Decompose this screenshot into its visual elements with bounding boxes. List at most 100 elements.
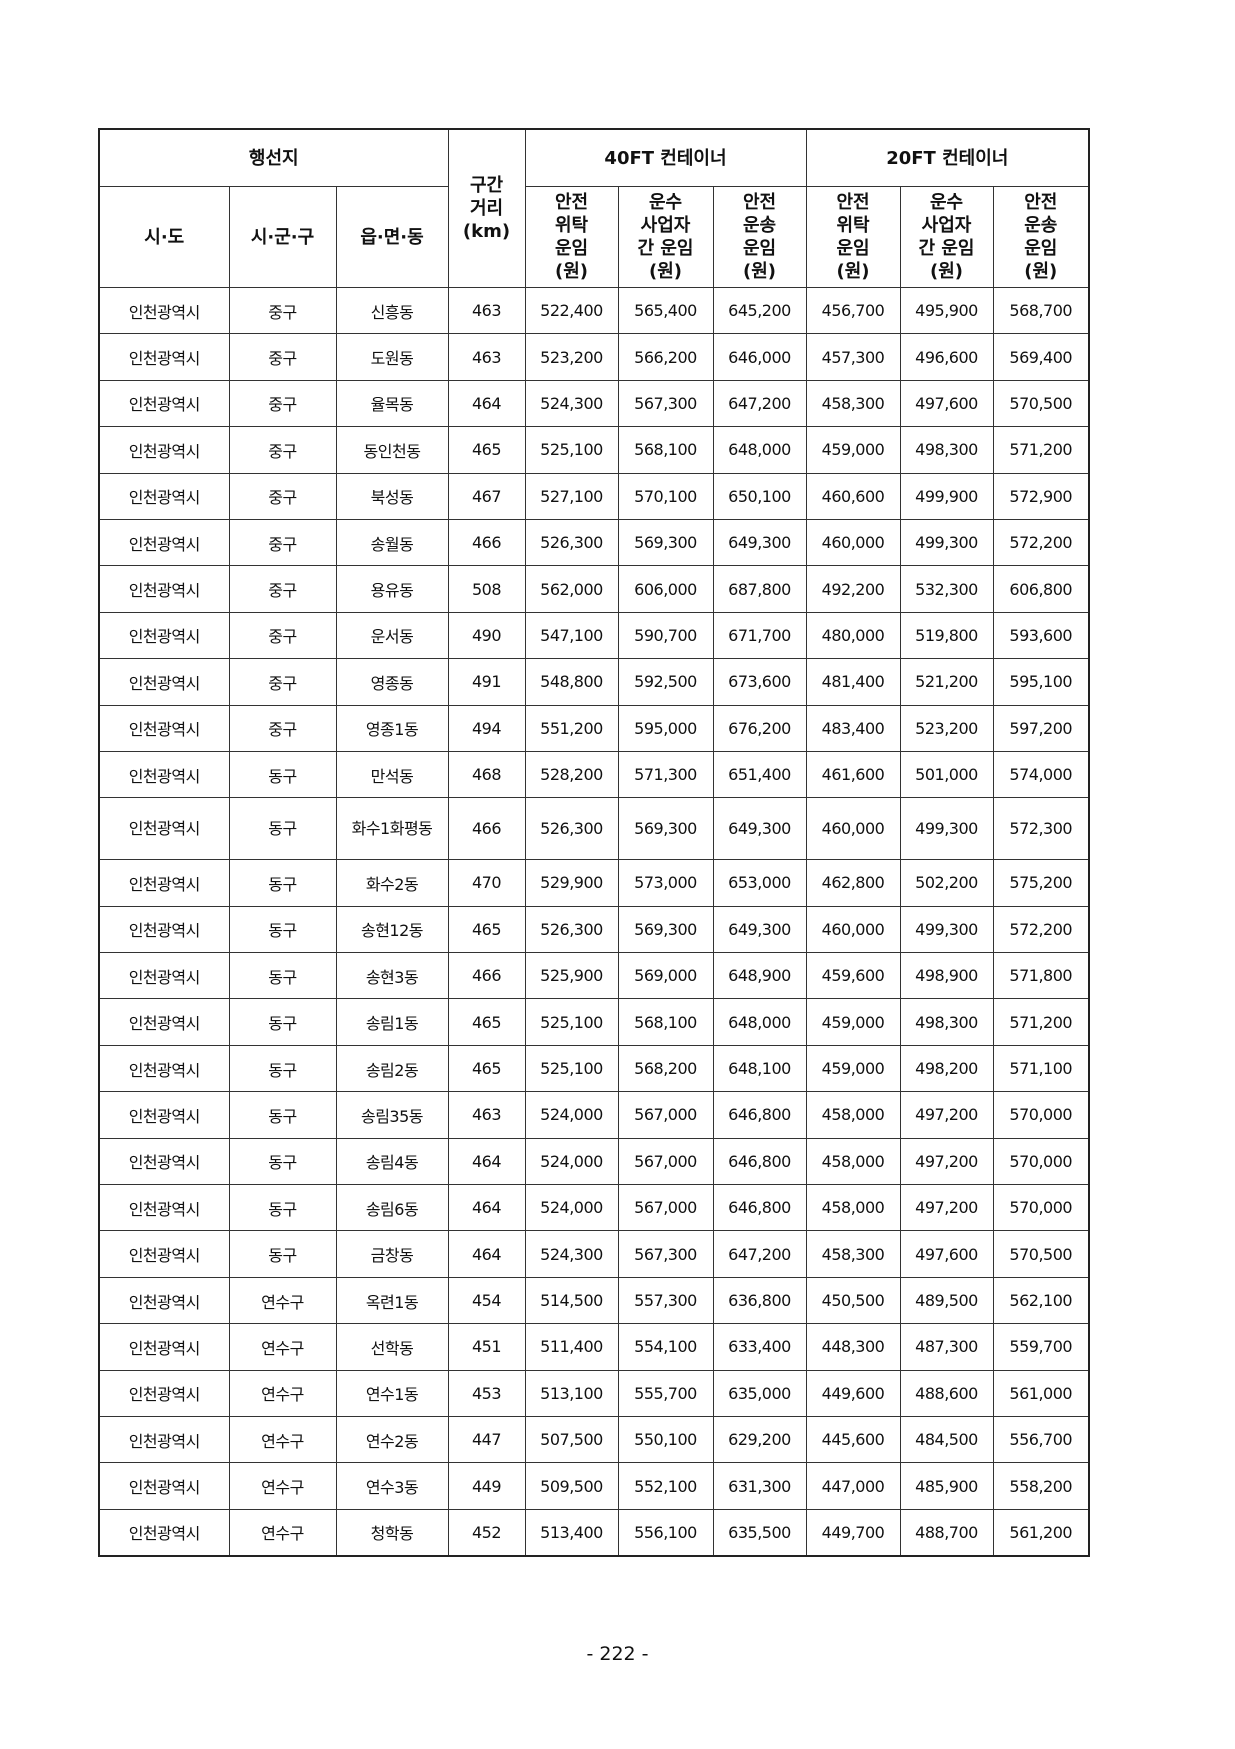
rate-20ft-safety-cell: 570,000 <box>992 1184 1090 1232</box>
rate-20ft-safety-cell: 572,300 <box>992 797 1090 861</box>
table-row: 인천광역시 동구 송현12동 465 526,300 569,300 649,300 460,… <box>98 905 1090 954</box>
rate-40ft-consign-cell: 509,500 <box>524 1462 619 1510</box>
sido-cell: 인천광역시 <box>98 286 230 335</box>
sigungu-cell: 연수구 <box>228 1323 337 1371</box>
dong-cell: 영종동 <box>335 658 449 706</box>
distance-cell: 464 <box>447 1184 526 1232</box>
sido-cell: 인천광역시 <box>98 1508 230 1557</box>
distance-cell: 464 <box>447 379 526 428</box>
rate-20ft-carrier-cell: 495,900 <box>899 286 994 335</box>
rate-20ft-consign-cell: 458,300 <box>805 1230 901 1278</box>
dong-cell: 운서동 <box>335 611 449 660</box>
distance-cell: 465 <box>447 905 526 954</box>
rate-20ft-safety-cell: 558,200 <box>992 1462 1090 1510</box>
rate-20ft-consign-cell: 459,000 <box>805 1044 901 1093</box>
dong-cell: 송현3동 <box>335 952 449 1000</box>
table-row: 인천광역시 중구 신흥동 463 522,400 565,400 645,200 456,70… <box>98 286 1090 335</box>
rate-20ft-consign-cell: 460,600 <box>805 472 901 520</box>
distance-cell: 464 <box>447 1230 526 1278</box>
sigungu-cell: 동구 <box>228 1184 337 1232</box>
sigungu-cell: 연수구 <box>228 1369 337 1417</box>
sido-cell: 인천광역시 <box>98 1184 230 1232</box>
rate-40ft-safety-cell: 635,500 <box>712 1508 807 1557</box>
rate-20ft-carrier-cell: 498,900 <box>899 952 994 1000</box>
rate-20ft-carrier-cell: 499,300 <box>899 518 994 567</box>
rate-20ft-safety-cell: 570,500 <box>992 379 1090 428</box>
table-row: 인천광역시 동구 화수1화평동 466 526,300 569,300 649,300 460… <box>98 797 1090 861</box>
rate-40ft-consign-cell: 525,900 <box>524 952 619 1000</box>
rate-20ft-safety-cell: 571,100 <box>992 1044 1090 1093</box>
rate-40ft-safety-cell: 646,800 <box>712 1091 807 1139</box>
table-row: 인천광역시 동구 송림6동 464 524,000 567,000 646,800 458,0… <box>98 1184 1090 1232</box>
dong-cell: 영종1동 <box>335 704 449 752</box>
sigungu-cell: 동구 <box>228 998 337 1046</box>
table-row: 인천광역시 연수구 옥련1동 454 514,500 557,300 636,800 450,… <box>98 1276 1090 1325</box>
rate-20ft-consign-cell: 460,000 <box>805 797 901 861</box>
distance-cell: 463 <box>447 333 526 381</box>
sido-cell: 인천광역시 <box>98 797 230 861</box>
rate-20ft-carrier-cell: 498,300 <box>899 426 994 474</box>
rate-40ft-safety-cell: 647,200 <box>712 379 807 428</box>
dong-cell: 청학동 <box>335 1508 449 1557</box>
rate-20ft-carrier-cell: 499,900 <box>899 472 994 520</box>
distance-cell: 468 <box>447 750 526 799</box>
table-row: 인천광역시 동구 금창동 464 524,300 567,300 647,200 458,30… <box>98 1230 1090 1278</box>
rate-40ft-carrier-cell: 592,500 <box>617 658 714 706</box>
rate-20ft-consign-cell: 460,000 <box>805 518 901 567</box>
distance-cell: 463 <box>447 1091 526 1139</box>
sigungu-cell: 중구 <box>228 333 337 381</box>
rate-20ft-safety-cell: 570,000 <box>992 1091 1090 1139</box>
rate-40ft-safety-cell: 633,400 <box>712 1323 807 1371</box>
container-40ft-header: 40FT 컨테이너 <box>524 128 807 187</box>
sigungu-cell: 중구 <box>228 611 337 660</box>
sigungu-cell: 중구 <box>228 426 337 474</box>
rate-40ft-consign-cell: 513,100 <box>524 1369 619 1417</box>
rate-20ft-carrier-cell: 496,600 <box>899 333 994 381</box>
rate-40ft-consign-cell: 522,400 <box>524 286 619 335</box>
sido-header: 시·도 <box>98 186 230 288</box>
distance-cell: 508 <box>447 565 526 613</box>
sigungu-cell: 연수구 <box>228 1415 337 1464</box>
page-number: - 222 - <box>586 1643 649 1665</box>
sigungu-cell: 중구 <box>228 658 337 706</box>
rate-20ft-carrier-cell: 484,500 <box>899 1415 994 1464</box>
sido-cell: 인천광역시 <box>98 658 230 706</box>
rate-40ft-safety-cell: 645,200 <box>712 286 807 335</box>
rate-20ft-carrier-cell: 487,300 <box>899 1323 994 1371</box>
rate-20ft-carrier-cell: 519,800 <box>899 611 994 660</box>
distance-cell: 470 <box>447 859 526 907</box>
distance-cell: 467 <box>447 472 526 520</box>
table-row: 인천광역시 동구 송림1동 465 525,100 568,100 648,000 459,0… <box>98 998 1090 1046</box>
eupmyeondong-header: 읍·면·동 <box>335 186 449 288</box>
rate-40ft-safety-cell: 635,000 <box>712 1369 807 1417</box>
sido-cell: 인천광역시 <box>98 472 230 520</box>
rate-20ft-safety-cell: 562,100 <box>992 1276 1090 1325</box>
dong-cell: 연수3동 <box>335 1462 449 1510</box>
rate-20ft-carrier-cell: 498,200 <box>899 1044 994 1093</box>
sigungu-cell: 중구 <box>228 379 337 428</box>
sido-cell: 인천광역시 <box>98 426 230 474</box>
rate-40ft-consign-cell: 524,300 <box>524 1230 619 1278</box>
rate-40ft-consign-cell: 513,400 <box>524 1508 619 1557</box>
rate-40ft-consign-cell: 548,800 <box>524 658 619 706</box>
rate-20ft-consign-cell: 459,000 <box>805 998 901 1046</box>
rate-20ft-safety-cell: 571,200 <box>992 426 1090 474</box>
rate-40ft-safety-cell: 648,000 <box>712 998 807 1046</box>
rate-40ft-carrier-cell: 573,000 <box>617 859 714 907</box>
dong-cell: 연수2동 <box>335 1415 449 1464</box>
rate-20ft-carrier-cell: 497,200 <box>899 1137 994 1186</box>
sido-cell: 인천광역시 <box>98 333 230 381</box>
distance-header: 구간 거리 (km) <box>447 128 526 288</box>
rate-40ft-consign-cell: 528,200 <box>524 750 619 799</box>
table-row: 인천광역시 동구 송림2동 465 525,100 568,200 648,100 459,0… <box>98 1044 1090 1093</box>
rate-20ft-consign-cell: 492,200 <box>805 565 901 613</box>
sigungu-cell: 동구 <box>228 1230 337 1278</box>
rate-20ft-safety-cell: 570,000 <box>992 1137 1090 1186</box>
dong-cell: 도원동 <box>335 333 449 381</box>
rate-40ft-carrier-cell: 567,000 <box>617 1091 714 1139</box>
table-row: 인천광역시 중구 율목동 464 524,300 567,300 647,200 458,30… <box>98 379 1090 428</box>
rate-20ft-carrier-cell: 485,900 <box>899 1462 994 1510</box>
sido-cell: 인천광역시 <box>98 1091 230 1139</box>
rate-40ft-safety-cell: 631,300 <box>712 1462 807 1510</box>
sido-cell: 인천광역시 <box>98 998 230 1046</box>
